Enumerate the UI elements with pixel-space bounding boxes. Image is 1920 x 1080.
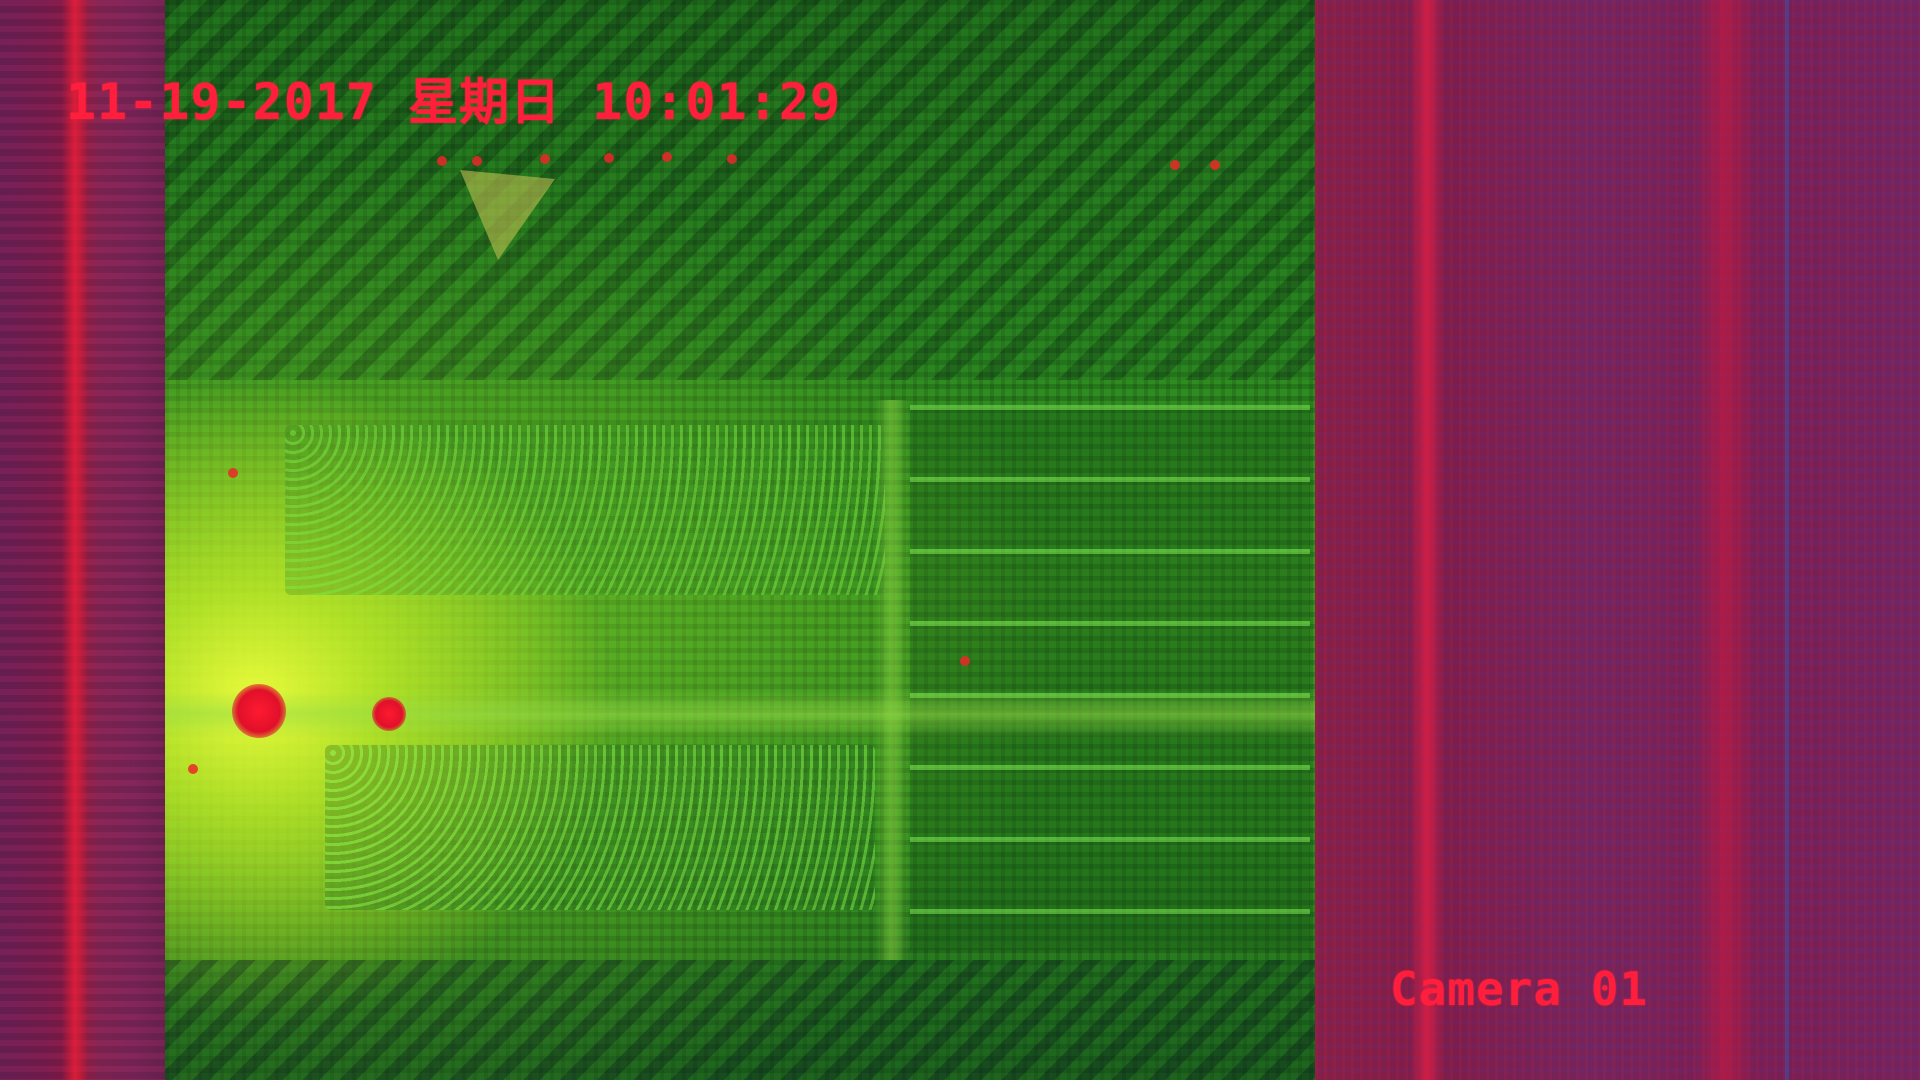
crop-plot-lower xyxy=(325,745,875,910)
right-red-stripe xyxy=(1410,0,1444,1080)
heat-dot xyxy=(727,154,737,164)
osd-timestamp: 11-19-2017 星期日 10:01:29 xyxy=(66,73,842,131)
heat-dot xyxy=(540,154,550,164)
lower-vegetation xyxy=(165,960,1320,1080)
right-red-stripe-far xyxy=(1695,0,1755,1080)
heat-dot xyxy=(960,656,970,666)
vertical-path xyxy=(875,400,909,960)
heat-dot xyxy=(472,156,482,166)
upper-vegetation xyxy=(165,0,1320,380)
green-field-region xyxy=(165,0,1320,1080)
left-border-region xyxy=(0,0,180,1080)
heat-hotspot-large xyxy=(232,684,286,738)
heat-dot xyxy=(228,468,238,478)
crop-plot-upper xyxy=(285,425,885,595)
heat-dot xyxy=(1210,160,1220,170)
horizontal-path xyxy=(165,690,1320,738)
osd-camera-label: Camera 01 xyxy=(1390,962,1649,1016)
heat-dot xyxy=(662,152,672,162)
left-red-stripe xyxy=(62,0,88,1080)
heat-dot xyxy=(188,764,198,774)
right-blue-line xyxy=(1785,0,1789,1080)
heat-dot xyxy=(437,156,447,166)
crop-rows-right xyxy=(910,405,1310,950)
right-border-region xyxy=(1315,0,1920,1080)
heat-hotspot-small xyxy=(372,697,406,731)
heat-dot xyxy=(604,153,614,163)
heat-dot xyxy=(1170,160,1180,170)
